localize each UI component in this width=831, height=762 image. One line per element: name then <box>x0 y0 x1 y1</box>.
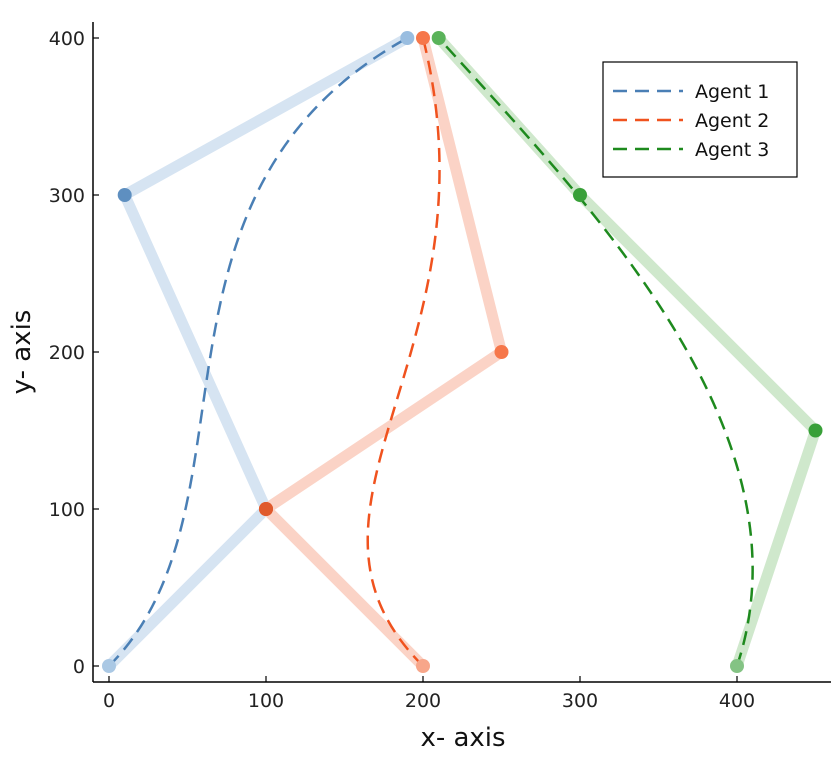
x-ticks: 0 100 200 300 400 <box>103 676 755 712</box>
control-point-agent-2 <box>416 659 430 673</box>
y-tick-label: 300 <box>49 185 85 207</box>
bezier-curve-agent-2 <box>366 37 441 667</box>
x-tick-label: 0 <box>103 690 115 712</box>
y-tick-label: 200 <box>49 342 85 364</box>
control-point-agent-1 <box>102 659 116 673</box>
legend: Agent 1 Agent 2 Agent 3 <box>602 61 798 178</box>
legend-label-agent-3: Agent 3 <box>695 139 769 161</box>
x-axis-title: x- axis <box>420 723 505 753</box>
x-tick-label: 100 <box>248 690 284 712</box>
control-point-agent-3 <box>573 188 587 202</box>
x-tick-label: 200 <box>405 690 441 712</box>
y-tick-label: 0 <box>73 656 85 678</box>
control-polygon-agent-1 <box>103 32 413 672</box>
control-point-agent-1 <box>400 31 415 45</box>
bezier-curve-agent-3 <box>437 37 754 667</box>
x-tick-label: 400 <box>719 690 755 712</box>
legend-label-agent-2: Agent 2 <box>695 110 769 132</box>
control-point-agent-2 <box>494 345 509 359</box>
legend-label-agent-1: Agent 1 <box>695 81 769 103</box>
control-point-agent-2 <box>259 502 273 516</box>
control-point-agent-3 <box>431 31 446 45</box>
bezier-curves <box>108 36 754 667</box>
control-polygon-agent-2 <box>260 32 507 672</box>
y-tick-label: 400 <box>49 28 85 50</box>
bezier-curve-agent-1 <box>108 36 408 667</box>
y-tick-label: 100 <box>49 499 85 521</box>
control-point-agent-3 <box>808 423 823 438</box>
y-axis-title: y- axis <box>7 310 37 395</box>
control-point-agent-1 <box>117 188 132 202</box>
control-points <box>102 31 823 673</box>
x-tick-label: 300 <box>562 690 598 712</box>
control-point-agent-2 <box>416 31 430 45</box>
y-ticks: 0 100 200 300 400 <box>49 28 99 678</box>
control-point-agent-3 <box>730 659 744 673</box>
